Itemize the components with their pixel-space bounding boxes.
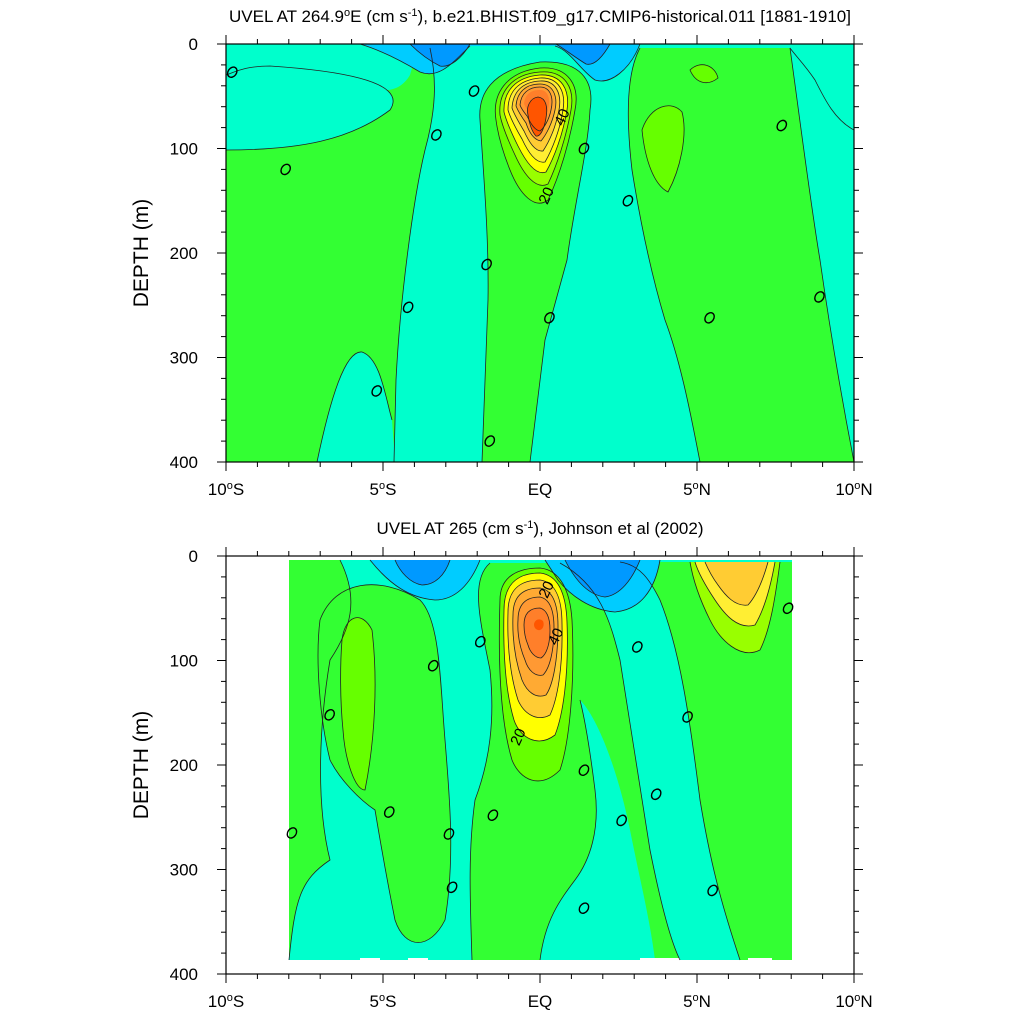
x-tick-label: EQ: [528, 480, 553, 499]
y-tick-label: 400: [170, 965, 198, 984]
contour-label: 40: [551, 106, 573, 128]
contour-label-zero: [468, 85, 480, 97]
band-positive-east: [620, 562, 792, 960]
contour-label-zero: [427, 659, 439, 672]
contour-label-zero: [578, 142, 590, 155]
contour-label-zero: [782, 602, 794, 615]
axes: 10oS 5oS EQ 5oN 10oN 0 100 200 300 400: [170, 547, 873, 1011]
axes: 10oS 5oS EQ 5oN 10oN 0 100 200 300 400: [170, 35, 873, 499]
y-tick-label: 100: [170, 652, 198, 671]
band-20-east: [705, 562, 768, 606]
contour-field: [226, 44, 854, 462]
contour-labels: 20 40 20: [286, 578, 794, 914]
band-5-to-10: [642, 105, 685, 192]
x-tick-label: 5oN: [683, 992, 711, 1011]
band-negative: [226, 44, 419, 91]
x-tick-label: 10oN: [835, 992, 872, 1011]
contour-label-zero: [707, 884, 719, 897]
panel-title: UVEL AT 264.9oE (cm s-1), b.e21.BHIST.f0…: [229, 7, 851, 26]
band-minus-20-east: [556, 44, 610, 65]
contour-label-zero: [286, 827, 298, 839]
y-tick-label: 0: [189, 547, 198, 566]
contour-label-zero: [544, 311, 555, 324]
contour-label: 20: [536, 185, 558, 207]
contour-label: 20: [507, 726, 529, 748]
y-tick-label: 0: [189, 35, 198, 54]
contour-label-zero: [383, 806, 395, 818]
y-tick-label: 300: [170, 349, 198, 368]
y-axis-label: DEPTH (m): [130, 711, 153, 820]
contour-label: 20: [536, 578, 558, 600]
band-negative-center: [540, 700, 655, 960]
x-tick-label: 10oS: [208, 992, 244, 1011]
panel-title: UVEL AT 265 (cm s-1), Johnson et al (200…: [377, 519, 704, 538]
x-tick-label: 10oS: [208, 480, 244, 499]
y-tick-label: 100: [170, 140, 198, 159]
contour-label-zero: [650, 788, 662, 801]
contour-field: [288, 559, 792, 974]
contour-label-zero: [226, 66, 238, 79]
band-minus-20-east: [565, 560, 640, 597]
contour-label-zero: [402, 301, 414, 314]
band-positive-west: [289, 560, 351, 960]
euc-band-45: [534, 619, 544, 631]
band-negative-pocket: [226, 66, 394, 150]
contour-label-zero: [622, 194, 634, 207]
y-axis-label: DEPTH (m): [130, 199, 153, 308]
contour-label-zero: [616, 814, 628, 827]
band-positive-east: [628, 48, 854, 462]
contour-label-zero: [474, 635, 486, 648]
y-tick-label: 300: [170, 861, 198, 880]
model-panel: UVEL AT 264.9oE (cm s-1), b.e21.BHIST.f0…: [130, 7, 873, 499]
contour-lines: [288, 559, 781, 961]
euc-band-45: [527, 97, 547, 137]
observation-panel: UVEL AT 265 (cm s-1), Johnson et al (200…: [130, 519, 873, 1011]
contour-label-zero: [324, 709, 335, 721]
contour-label-zero: [578, 902, 590, 914]
y-tick-label: 400: [170, 453, 198, 472]
x-tick-label: 10oN: [835, 480, 872, 499]
contour-label-zero: [631, 641, 643, 653]
contour-label-zero: [431, 129, 442, 141]
x-tick-label: EQ: [528, 992, 553, 1011]
band-5-to-10-small: [690, 64, 718, 83]
contour-labels: 40 20: [226, 66, 825, 447]
contour-label-zero: [578, 764, 590, 777]
band-5-to-10: [340, 617, 376, 790]
y-tick-label: 200: [170, 756, 198, 775]
contour-label-zero: [814, 291, 825, 303]
band-negative-deep: [317, 351, 395, 462]
contour-label: 40: [545, 626, 567, 648]
contour-label-zero: [682, 711, 693, 723]
x-tick-label: 5oS: [370, 480, 397, 499]
contour-lines: [226, 44, 854, 462]
euc-band-40: [524, 608, 550, 658]
contour-label-zero: [280, 163, 292, 176]
contour-label-zero: [484, 435, 496, 447]
no-data-mask: [289, 958, 772, 974]
contour-label-zero: [776, 119, 788, 132]
band-negative-east: [790, 48, 854, 130]
x-tick-label: 5oS: [370, 992, 397, 1011]
contour-label-zero: [443, 828, 455, 840]
contour-label-zero: [704, 311, 715, 324]
x-tick-label: 5oN: [683, 480, 711, 499]
y-tick-label: 200: [170, 244, 198, 263]
contour-label-zero: [446, 881, 458, 894]
contour-label-zero: [487, 809, 499, 821]
contour-label-zero: [481, 258, 492, 271]
band-positive: [226, 48, 435, 462]
contour-label-zero: [371, 385, 383, 397]
